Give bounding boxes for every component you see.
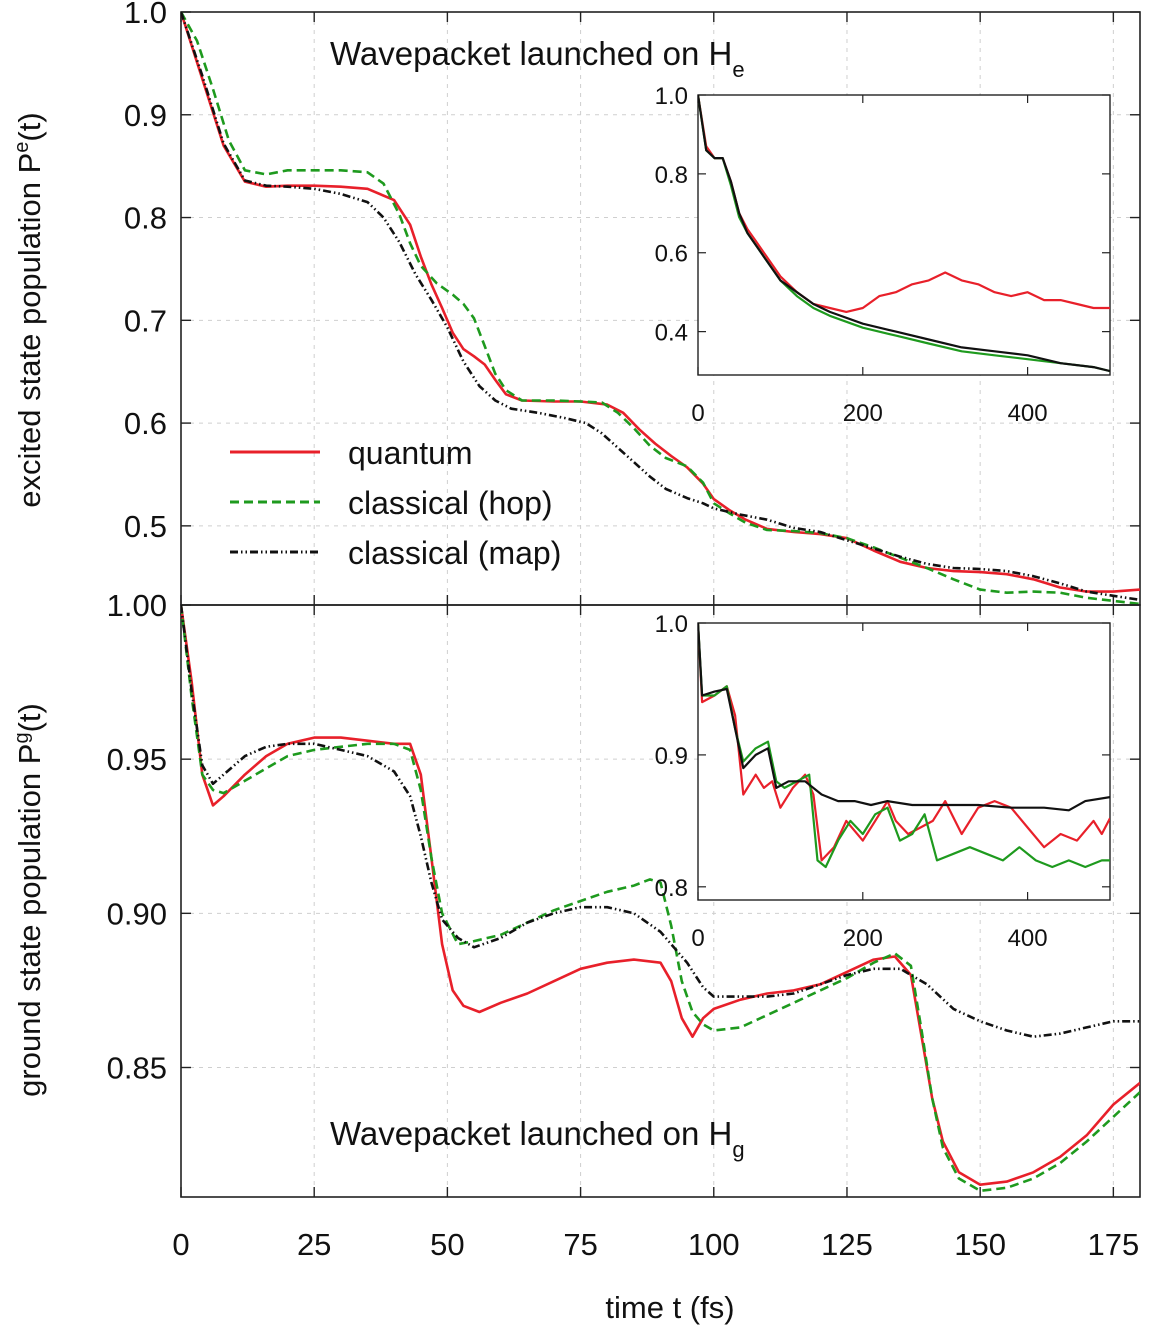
panel-top-plot: 1.0 0.9 0.8 0.7 0.6 0.5 1.0 0.8 0.6 0.4 0 200 400 (124, 0, 1141, 606)
top-annotation-sub: e (732, 57, 744, 82)
top-ylabel-sup: e (11, 142, 33, 153)
y-tick-label: 0.90 (107, 896, 167, 931)
x-tick-label: 175 (1087, 1227, 1139, 1262)
x-axis-label: time t (fs) (605, 1290, 734, 1325)
legend-label-map: classical (map) (348, 535, 561, 571)
x-tick-label: 150 (954, 1227, 1006, 1262)
bottom-ylabel-tail: (t) (12, 703, 47, 732)
y-tick-label: 0.8 (124, 201, 167, 236)
legend-label-hop: classical (hop) (348, 485, 553, 521)
inset-frame (697, 622, 1111, 901)
inset-y-tick-label: 0.4 (655, 320, 688, 347)
x-tick-label: 100 (688, 1227, 740, 1262)
series-line-classical-map (181, 12, 1140, 602)
series-group (181, 605, 1140, 1193)
x-tick-label: 25 (297, 1227, 331, 1262)
x-tick-label: 75 (563, 1227, 597, 1262)
top-ylabel-main: excited state population P (12, 153, 47, 508)
inset-y-tick-label: 0.9 (655, 743, 688, 770)
inset-bottom: 1.0 0.9 0.80 200 400 (655, 611, 1111, 952)
inset-x-tick-label: 0 (691, 925, 704, 952)
x-tick-label: 50 (430, 1227, 464, 1262)
x-tick-label: 0 (172, 1227, 189, 1262)
top-ylabel: excited state population Pe(t) (11, 112, 47, 507)
panel-bottom-plot: 1.000.950.900.850 25 50 75 100 125 150 1751.00.… (107, 588, 1141, 1262)
legend: quantum classical (hop) classical (map) (230, 435, 561, 571)
panel-bottom-frame (180, 604, 1141, 1198)
y-tick-label: 0.95 (107, 742, 167, 777)
y-tick-label: 0.85 (107, 1051, 167, 1086)
series-line-quantum (181, 605, 1140, 1186)
inset-y-tick-label: 0.8 (655, 875, 688, 902)
inset-y-tick-label: 0.6 (655, 241, 688, 268)
top-annotation-main: Wavepacket launched on H (330, 35, 732, 72)
bottom-annotation: Wavepacket launched on Hg (330, 1115, 745, 1162)
bottom-ylabel-sup: g (11, 732, 33, 743)
series-line-classical-hop (181, 12, 1140, 605)
top-panel: excited state population Pe(t) Wavepacke… (11, 35, 745, 508)
legend-label-quantum: quantum (348, 435, 473, 471)
inset-x-tick-label: 400 (1008, 925, 1048, 952)
bottom-annotation-sub: g (732, 1137, 744, 1162)
bottom-ylabel: ground state population Pg(t) (11, 703, 47, 1097)
bottom-panel: ground state population Pg(t) Wavepacket… (11, 703, 745, 1162)
bottom-annotation-main: Wavepacket launched on H (330, 1115, 732, 1152)
bottom-ylabel-main: ground state population P (12, 744, 47, 1097)
y-tick-label: 0.7 (124, 303, 167, 338)
inset-series-line-classical-hop (698, 623, 1110, 869)
series-line-classical-hop (181, 605, 1140, 1193)
inset-x-tick-label: 200 (843, 925, 883, 952)
x-tick-label: 125 (821, 1227, 873, 1262)
y-tick-label: 0.5 (124, 509, 167, 544)
series-group (181, 12, 1140, 605)
inset-series-line-classical-map (698, 95, 1110, 373)
inset-series-group (698, 95, 1110, 373)
top-annotation: Wavepacket launched on He (330, 35, 745, 82)
inset-x-tick-label: 0 (691, 400, 704, 427)
y-tick-label: 0.6 (124, 406, 167, 441)
inset-series-line-quantum (698, 623, 1110, 862)
inset-x-tick-label: 400 (1008, 400, 1048, 427)
y-tick-label: 1.00 (107, 588, 167, 623)
inset-x-tick-label: 200 (843, 400, 883, 427)
top-ylabel-tail: (t) (12, 112, 47, 141)
inset-y-tick-label: 1.0 (655, 611, 688, 638)
y-tick-label: 0.9 (124, 98, 167, 133)
inset-y-tick-label: 0.8 (655, 162, 688, 189)
inset-y-tick-label: 1.0 (655, 83, 688, 110)
inset-series-group (698, 623, 1110, 869)
inset-series-line-classical-map (698, 623, 1110, 812)
inset-frame (697, 94, 1111, 376)
y-tick-label: 1.0 (124, 0, 167, 30)
inset-top: 1.0 0.8 0.6 0.4 0 200 400 (655, 83, 1111, 427)
plot-layer: 1.00.90.80.70.60.51.00.80.60.40 200 4001.0… (107, 0, 1141, 1262)
